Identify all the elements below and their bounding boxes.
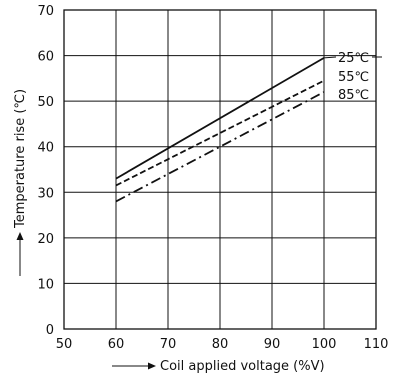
x-tick-label: 100: [312, 337, 337, 352]
series-label: 55℃: [338, 70, 369, 85]
y-tick-labels: 0 10 20 30 40 50 60 70: [37, 4, 54, 338]
y-tick-label: 20: [37, 232, 54, 247]
grid: [64, 10, 376, 329]
y-tick-label: 50: [37, 95, 54, 110]
series-line: [115, 91, 325, 203]
y-axis-label: Temperature rise (℃): [13, 89, 28, 229]
x-tick-label: 110: [364, 337, 389, 352]
series-line: [115, 79, 325, 187]
x-tick-labels: 50 60 70 80 90 100 110: [56, 337, 389, 352]
y-axis-title: Temperature rise (℃): [13, 89, 28, 276]
y-tick-label: 60: [37, 50, 54, 65]
x-tick-label: 90: [264, 337, 281, 352]
x-tick-label: 70: [160, 337, 177, 352]
x-axis-arrow-head: [148, 362, 156, 370]
y-tick-label: 70: [37, 4, 54, 19]
series-label: 25℃: [338, 51, 369, 66]
y-tick-label: 10: [37, 277, 54, 292]
series-lines: [115, 57, 325, 203]
y-tick-label: 40: [37, 141, 54, 156]
x-axis-label: Coil applied voltage (%V): [160, 359, 325, 374]
x-tick-label: 50: [56, 337, 73, 352]
y-tick-label: 0: [46, 323, 54, 338]
series-line: [115, 57, 325, 180]
x-tick-label: 60: [108, 337, 125, 352]
x-axis-title: Coil applied voltage (%V): [112, 359, 325, 374]
series-label: 85℃: [338, 88, 369, 103]
y-axis-arrow-head: [16, 232, 24, 240]
plot-frame: [63, 9, 377, 330]
x-tick-label: 80: [212, 337, 229, 352]
y-tick-label: 30: [37, 186, 54, 201]
series-labels: 25℃ 55℃ 85℃: [323, 51, 382, 103]
series-leader-line: [323, 56, 337, 59]
